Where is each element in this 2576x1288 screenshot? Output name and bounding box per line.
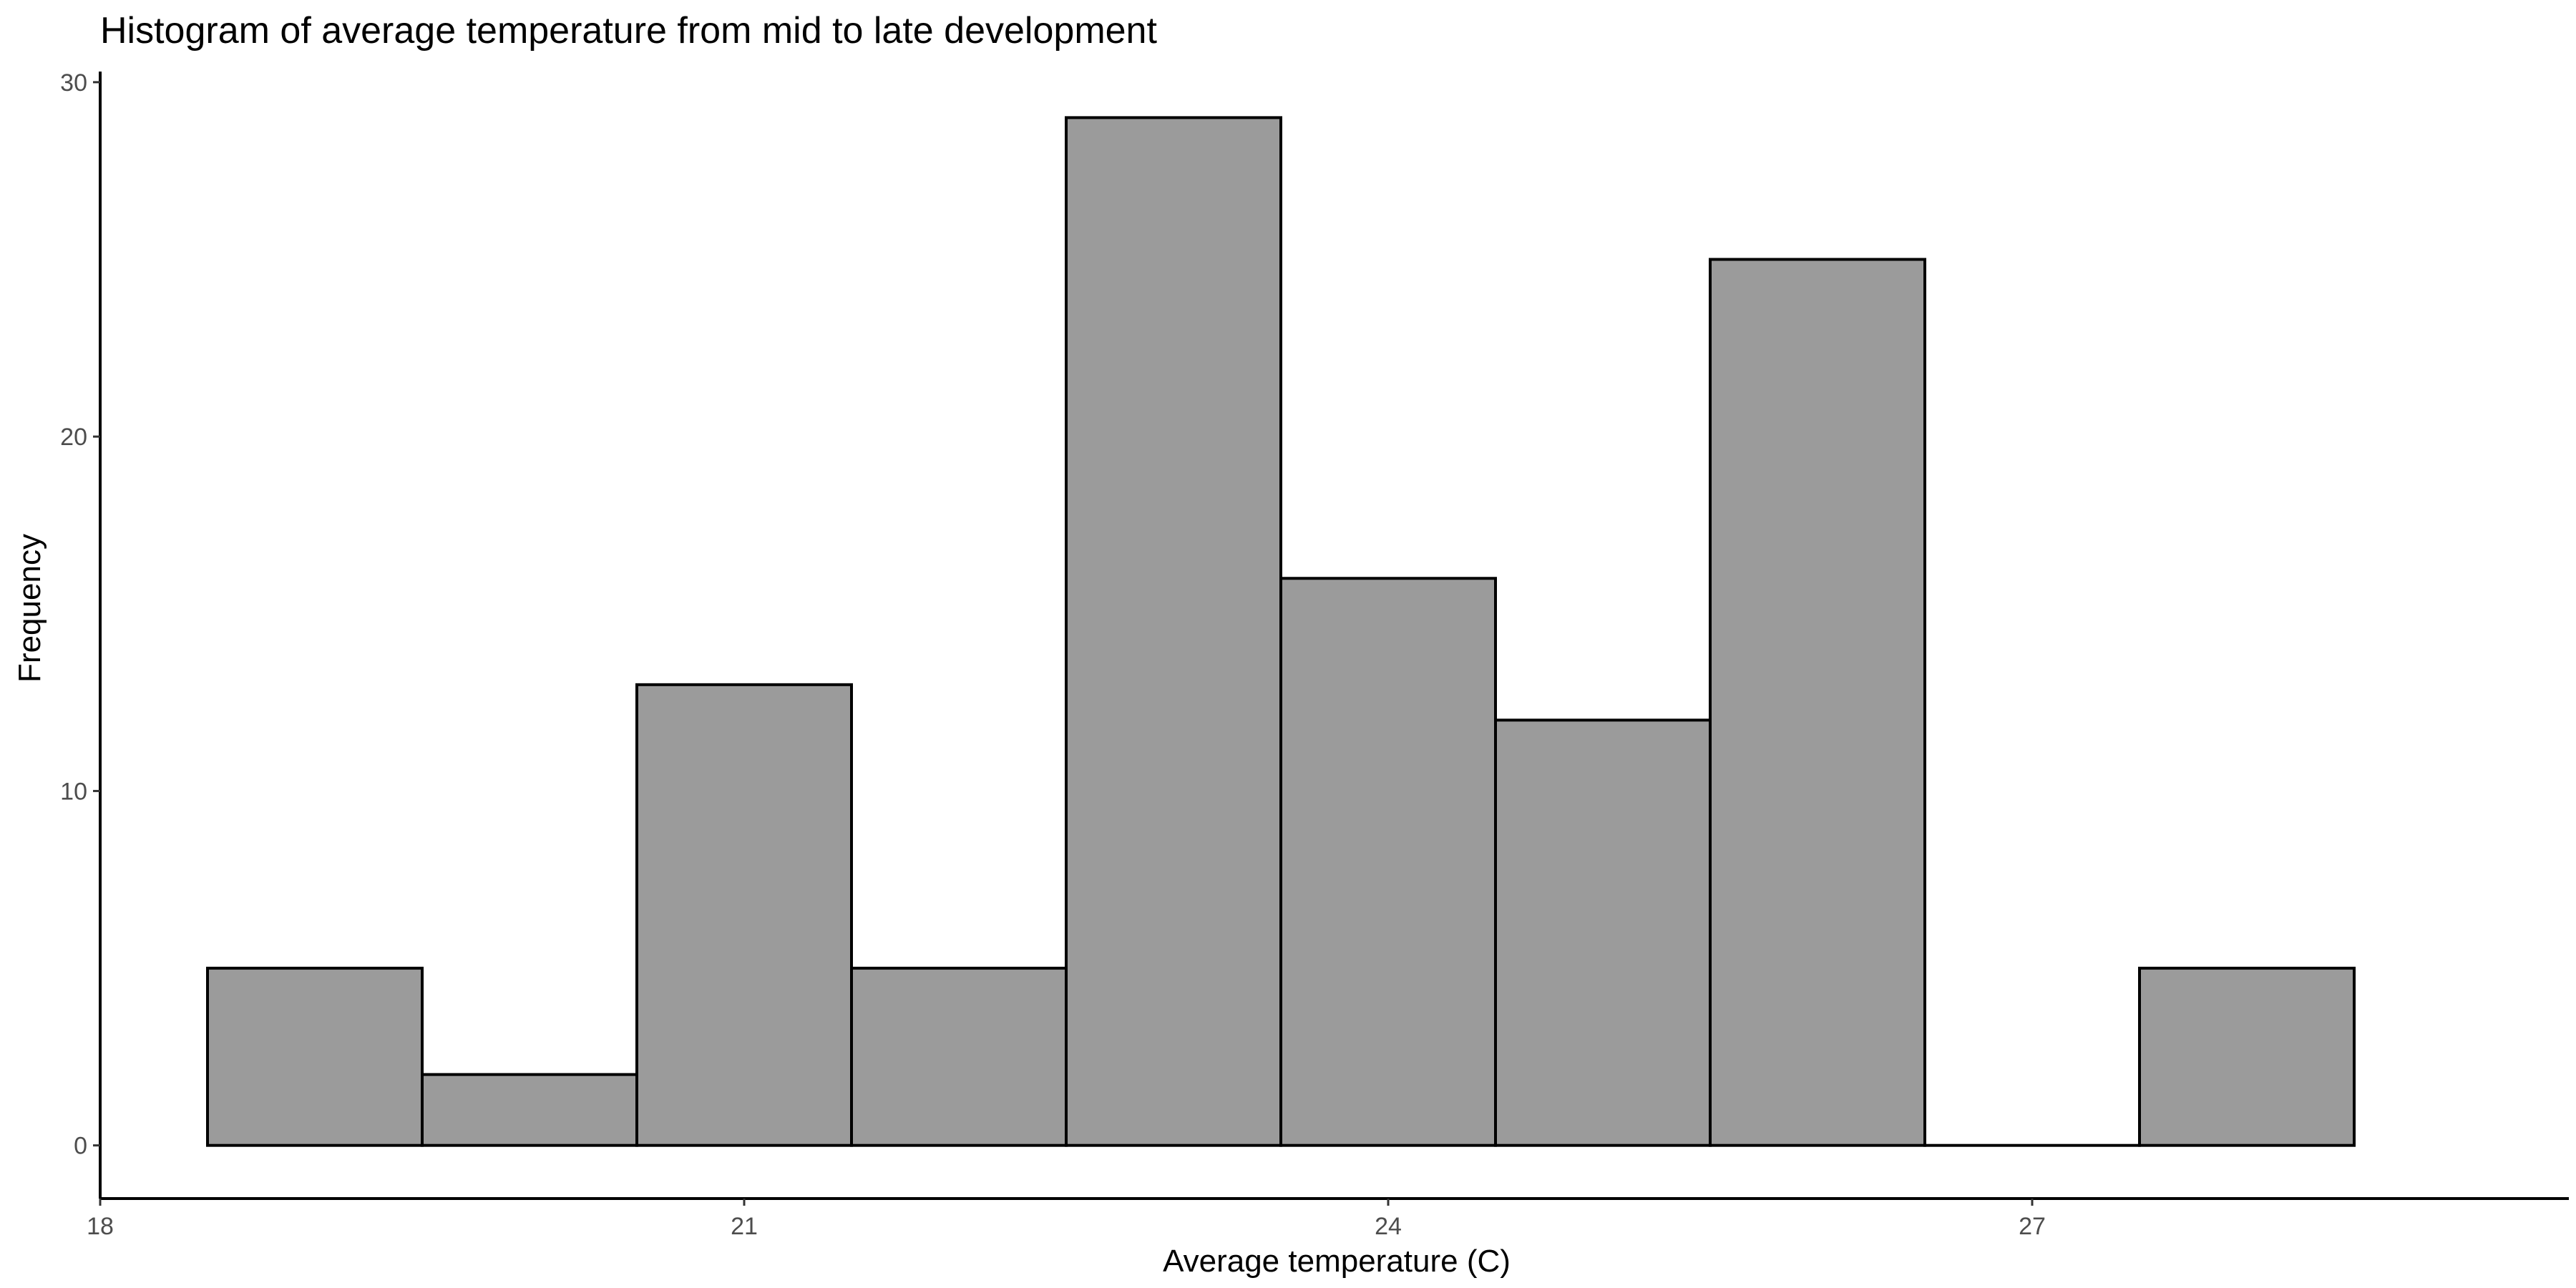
histogram-bar-0 [206,967,424,1147]
x-axis-title: Average temperature (C) [1163,1244,1511,1279]
histogram-bar-5 [1279,577,1497,1147]
x-tick-label-18: 18 [87,1213,114,1240]
histogram-bar-3 [850,967,1068,1147]
x-tick-label-27: 27 [2019,1213,2046,1240]
histogram-bar-1 [421,1073,638,1147]
x-axis: 18 21 24 27 [87,1197,2569,1240]
y-axis: 0 10 20 30 [60,69,102,1199]
bars-group [206,116,2356,1147]
histogram-bar-4 [1065,116,1282,1147]
y-tick-label-20: 20 [60,424,87,451]
x-tick-label-21: 21 [731,1213,758,1240]
histogram-bar-7 [1709,258,1926,1147]
histogram-bar-6 [1494,718,1712,1147]
histogram-bar-9 [2138,967,2356,1147]
x-tick-label-24: 24 [1375,1213,1402,1240]
y-tick-label-0: 0 [74,1133,87,1160]
y-axis-title: Frequency [12,534,47,683]
chart-title: Histogram of average temperature from mi… [100,10,1157,52]
histogram-bar-2 [635,683,853,1147]
y-tick-label-10: 10 [60,778,87,805]
y-tick-label-30: 30 [60,69,87,97]
